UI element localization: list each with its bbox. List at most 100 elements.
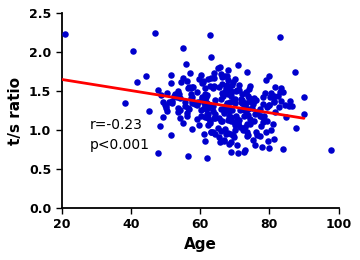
Y-axis label: t/s ratio: t/s ratio [8, 76, 23, 145]
Point [243, 109, 249, 113]
Point [199, 96, 205, 101]
Point [208, 130, 213, 134]
Point [196, 77, 202, 81]
Point [222, 89, 228, 94]
Point [177, 108, 183, 112]
Point [232, 97, 238, 101]
Point [180, 121, 186, 125]
Point [176, 92, 182, 96]
Point [235, 122, 240, 126]
Point [225, 68, 231, 72]
Point [241, 150, 247, 154]
Point [202, 115, 207, 119]
Point [246, 87, 252, 91]
Point [245, 113, 251, 117]
Point [277, 90, 283, 94]
Point [228, 94, 234, 98]
Point [231, 98, 237, 102]
Point [160, 115, 166, 120]
Point [248, 100, 253, 104]
Point [225, 83, 230, 87]
Point [238, 125, 243, 129]
Point [201, 132, 207, 136]
Point [235, 121, 241, 126]
Point [241, 114, 247, 118]
Point [233, 101, 238, 105]
Point [163, 106, 169, 110]
Point [260, 115, 266, 119]
Point [217, 65, 223, 69]
Point [250, 138, 256, 142]
Point [184, 111, 190, 115]
Point [243, 113, 248, 117]
Point [163, 103, 168, 108]
Point [328, 148, 334, 152]
Point [272, 109, 278, 114]
Point [204, 112, 210, 116]
Point [194, 116, 199, 121]
Point [254, 133, 260, 137]
Point [258, 114, 264, 118]
Point [228, 132, 234, 136]
Point [201, 80, 206, 84]
Point [130, 49, 136, 53]
Point [184, 113, 190, 118]
Point [222, 104, 228, 108]
Point [180, 46, 186, 50]
Point [263, 78, 269, 82]
Point [226, 142, 232, 146]
Point [275, 94, 281, 98]
Point [180, 76, 185, 81]
Point [239, 98, 245, 102]
Point [157, 124, 163, 128]
Point [215, 126, 221, 130]
Point [234, 116, 240, 121]
Point [189, 127, 194, 131]
Point [211, 71, 216, 75]
Point [228, 119, 234, 124]
Point [210, 130, 216, 134]
Point [250, 102, 256, 106]
Point [245, 133, 251, 137]
Point [203, 107, 209, 111]
Text: p<0.001: p<0.001 [89, 138, 149, 152]
Point [276, 105, 282, 109]
Point [252, 143, 257, 147]
Point [169, 99, 175, 103]
Point [257, 114, 263, 118]
Point [178, 80, 184, 84]
Point [244, 121, 250, 126]
Point [225, 118, 231, 122]
Point [218, 72, 224, 76]
Point [251, 119, 257, 123]
Point [188, 92, 194, 96]
Point [239, 107, 245, 112]
Point [228, 115, 234, 119]
Point [210, 86, 216, 90]
Point [219, 82, 225, 86]
Point [202, 139, 207, 143]
Point [184, 62, 189, 66]
Point [257, 107, 263, 111]
Point [177, 96, 183, 100]
Point [217, 140, 223, 144]
Point [230, 133, 235, 137]
Point [190, 84, 196, 89]
Point [242, 148, 248, 153]
Point [238, 100, 244, 104]
Point [247, 122, 253, 126]
Point [292, 70, 298, 74]
Point [207, 84, 213, 89]
Point [185, 86, 190, 90]
Point [192, 102, 198, 106]
Point [230, 99, 236, 103]
Point [268, 90, 274, 95]
Point [263, 129, 269, 134]
Point [258, 134, 264, 138]
Point [266, 146, 271, 150]
Point [187, 71, 193, 75]
Point [243, 89, 248, 94]
Point [168, 133, 174, 137]
Point [218, 96, 224, 101]
Point [226, 113, 231, 118]
